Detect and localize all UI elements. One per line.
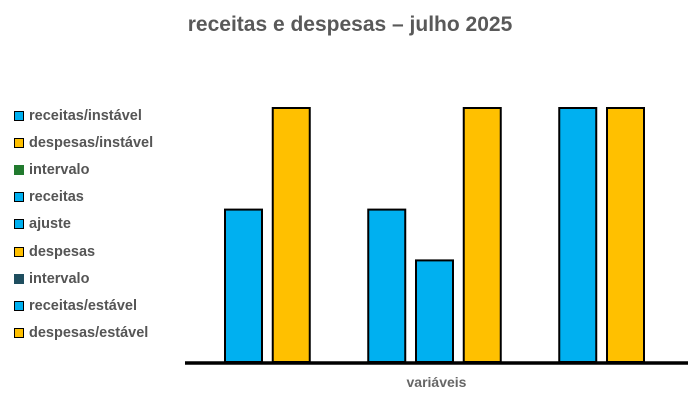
legend-label: intervalo (29, 161, 90, 178)
legend-swatch (14, 192, 24, 203)
bar (606, 107, 645, 363)
legend-swatch (14, 164, 24, 175)
legend-swatch (14, 328, 24, 339)
legend-item: despesas/estável (14, 320, 153, 347)
legend-item: despesas/instável (14, 129, 153, 156)
x-axis-label: variáveis (406, 374, 467, 390)
bar (367, 208, 407, 363)
legend-item: intervalo (14, 156, 153, 183)
bar (415, 259, 454, 363)
legend-label: despesas/estável (29, 325, 149, 342)
bar (558, 107, 598, 363)
legend-swatch (14, 246, 24, 257)
legend-label: despesas (29, 243, 96, 260)
legend-label: receitas/instável (29, 107, 142, 124)
legend-label: intervalo (29, 270, 90, 287)
legend-label: receitas (29, 189, 84, 206)
legend-label: despesas/instável (29, 134, 154, 151)
legend-swatch (14, 273, 24, 284)
legend-label: ajuste (29, 216, 71, 233)
legend-swatch (14, 110, 24, 121)
legend-swatch (14, 137, 24, 148)
legend-swatch (14, 300, 24, 311)
legend-item: receitas/instável (14, 102, 153, 129)
legend-swatch (14, 219, 24, 230)
bar (271, 107, 311, 363)
bar (462, 107, 502, 363)
legend-item: intervalo (14, 265, 153, 292)
legend-item: ajuste (14, 211, 153, 238)
legend: receitas/instável despesas/instável interv… (14, 102, 153, 347)
legend-item: receitas/estável (14, 292, 153, 319)
legend-label: receitas/estável (29, 297, 138, 314)
legend-item: receitas (14, 184, 153, 211)
chart-title: receitas e despesas – julho 2025 (187, 13, 513, 36)
bar (224, 208, 263, 363)
legend-item: despesas (14, 238, 153, 265)
